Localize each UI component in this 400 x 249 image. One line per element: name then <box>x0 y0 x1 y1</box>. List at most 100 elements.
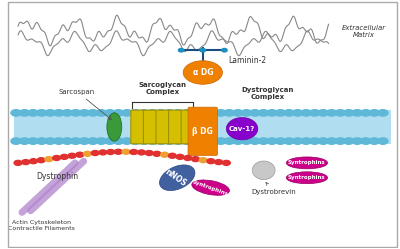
Circle shape <box>79 110 90 116</box>
Circle shape <box>178 49 184 52</box>
Circle shape <box>352 110 362 116</box>
Circle shape <box>138 150 146 155</box>
Circle shape <box>216 138 226 144</box>
Circle shape <box>107 149 114 154</box>
Circle shape <box>284 138 294 144</box>
Circle shape <box>71 110 81 116</box>
Ellipse shape <box>252 161 275 180</box>
FancyBboxPatch shape <box>156 110 169 144</box>
Circle shape <box>122 138 132 144</box>
Circle shape <box>11 110 21 116</box>
Circle shape <box>284 110 294 116</box>
Circle shape <box>352 138 362 144</box>
Circle shape <box>36 138 47 144</box>
Circle shape <box>156 138 166 144</box>
FancyBboxPatch shape <box>181 110 194 144</box>
Circle shape <box>222 49 227 52</box>
Ellipse shape <box>226 118 258 140</box>
Text: Sarcoglycan
Complex: Sarcoglycan Complex <box>139 82 187 95</box>
Circle shape <box>20 110 30 116</box>
Circle shape <box>54 138 64 144</box>
Circle shape <box>224 110 234 116</box>
Text: α DG: α DG <box>192 68 213 77</box>
Circle shape <box>88 138 98 144</box>
Circle shape <box>335 138 345 144</box>
Text: Cav-1?: Cav-1? <box>229 126 255 132</box>
Text: β DG: β DG <box>192 127 213 136</box>
Circle shape <box>22 160 30 165</box>
Circle shape <box>173 110 183 116</box>
Circle shape <box>344 110 354 116</box>
FancyBboxPatch shape <box>188 107 218 155</box>
Circle shape <box>113 138 124 144</box>
Circle shape <box>250 110 260 116</box>
Circle shape <box>361 110 371 116</box>
Circle shape <box>130 110 141 116</box>
Circle shape <box>76 152 84 157</box>
Circle shape <box>190 110 200 116</box>
Circle shape <box>156 110 166 116</box>
Circle shape <box>54 110 64 116</box>
FancyBboxPatch shape <box>144 110 157 144</box>
Circle shape <box>20 138 30 144</box>
Circle shape <box>276 110 286 116</box>
Circle shape <box>267 110 277 116</box>
Circle shape <box>241 110 252 116</box>
Circle shape <box>28 138 38 144</box>
Circle shape <box>378 138 388 144</box>
Circle shape <box>361 138 371 144</box>
Circle shape <box>88 110 98 116</box>
Circle shape <box>215 160 222 165</box>
Circle shape <box>310 138 320 144</box>
Circle shape <box>199 138 209 144</box>
Circle shape <box>301 110 311 116</box>
Circle shape <box>30 159 37 164</box>
Circle shape <box>292 138 303 144</box>
Ellipse shape <box>160 165 195 190</box>
Circle shape <box>122 149 130 154</box>
Circle shape <box>130 149 138 154</box>
Circle shape <box>99 150 107 155</box>
Circle shape <box>113 110 124 116</box>
Circle shape <box>369 138 380 144</box>
Circle shape <box>164 110 175 116</box>
Circle shape <box>276 138 286 144</box>
Circle shape <box>258 110 268 116</box>
Circle shape <box>96 138 106 144</box>
Circle shape <box>199 110 209 116</box>
Text: Sarcospan: Sarcospan <box>59 89 112 120</box>
Circle shape <box>200 49 206 52</box>
Circle shape <box>224 138 234 144</box>
Circle shape <box>207 138 217 144</box>
Circle shape <box>96 110 106 116</box>
Text: Dystroglycan
Complex: Dystroglycan Complex <box>242 87 294 100</box>
Circle shape <box>335 110 345 116</box>
Circle shape <box>184 156 192 160</box>
Circle shape <box>182 110 192 116</box>
Circle shape <box>105 110 115 116</box>
Circle shape <box>37 158 45 163</box>
Circle shape <box>344 138 354 144</box>
Circle shape <box>62 110 72 116</box>
Circle shape <box>168 153 176 158</box>
Circle shape <box>207 110 217 116</box>
Circle shape <box>130 138 141 144</box>
Circle shape <box>318 110 328 116</box>
Circle shape <box>292 110 303 116</box>
Circle shape <box>192 157 200 162</box>
FancyBboxPatch shape <box>168 110 182 144</box>
Circle shape <box>267 138 277 144</box>
Circle shape <box>216 110 226 116</box>
Circle shape <box>139 110 149 116</box>
Circle shape <box>105 138 115 144</box>
Ellipse shape <box>286 172 328 184</box>
Text: Dystrobrevin: Dystrobrevin <box>251 183 296 195</box>
Text: Actin Cytoskeleton
Contractile Filaments: Actin Cytoskeleton Contractile Filaments <box>8 220 75 231</box>
Circle shape <box>199 158 207 163</box>
Circle shape <box>62 138 72 144</box>
Circle shape <box>250 138 260 144</box>
Text: Laminin-2: Laminin-2 <box>228 56 266 65</box>
FancyBboxPatch shape <box>131 110 144 144</box>
Ellipse shape <box>107 113 122 141</box>
Circle shape <box>79 138 90 144</box>
